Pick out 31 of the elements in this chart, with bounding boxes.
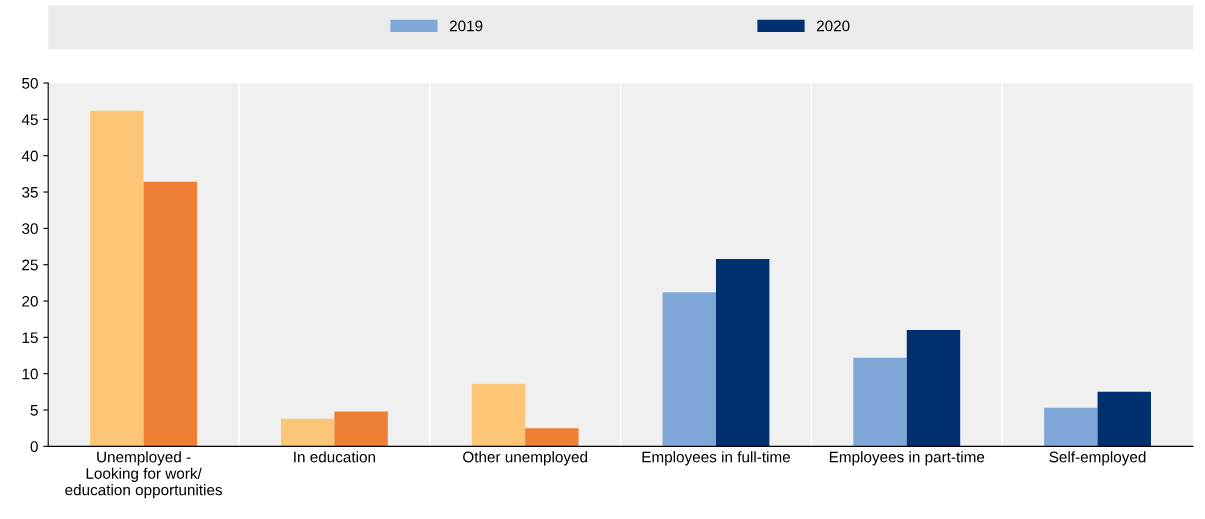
x-tick-label: Employees in full-time <box>642 451 791 466</box>
bar <box>334 411 388 447</box>
y-tick-label: 30 <box>22 223 38 235</box>
y-tick-label: 35 <box>22 186 38 198</box>
legend-label: 2020 <box>816 20 850 32</box>
bar <box>906 330 961 447</box>
legend-label: 2019 <box>449 20 483 32</box>
y-tick-label: 5 <box>30 405 38 416</box>
x-tick-label: Self-employed <box>1049 451 1146 466</box>
y-tick-label: 40 <box>21 150 38 162</box>
bar <box>143 181 198 447</box>
bar <box>1044 407 1098 447</box>
bar <box>853 357 907 447</box>
bar <box>715 258 770 447</box>
bar <box>90 110 144 447</box>
bar <box>1097 391 1151 447</box>
y-tick-label: 20 <box>22 295 38 307</box>
y-tick-label: 0 <box>30 441 38 453</box>
x-tick-label: Unemployed - Looking for work/ education opportunities <box>65 451 223 499</box>
y-tick-label: 10 <box>22 368 38 380</box>
y-tick-label: 50 <box>22 77 38 89</box>
y-tick-label: 25 <box>22 259 38 271</box>
bar <box>662 292 716 447</box>
x-tick-label: Employees in part-time <box>829 451 985 466</box>
x-tick-label: In education <box>294 451 376 463</box>
x-tick-label: Other unemployed <box>463 451 588 466</box>
y-tick-label: 15 <box>22 332 38 344</box>
bar <box>280 418 335 447</box>
y-tick-label: 45 <box>21 114 38 126</box>
bar <box>471 383 526 447</box>
bar <box>525 428 579 447</box>
